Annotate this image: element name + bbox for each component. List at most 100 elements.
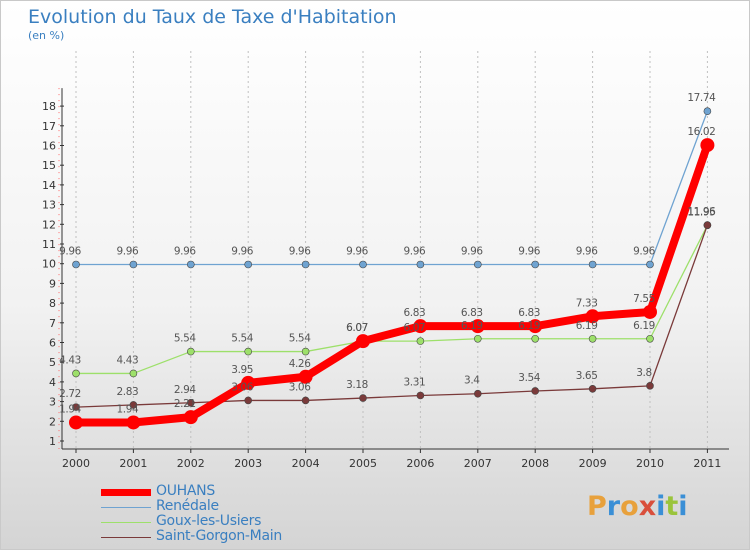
legend-label-ouhans: OUHANS	[156, 483, 215, 499]
data-label: 2.21	[174, 398, 196, 410]
data-point	[416, 337, 425, 345]
chart-title: Evolution du Taux de Taxe d'Habitation	[28, 6, 397, 28]
data-label: 9.96	[576, 245, 598, 257]
y-tick-label: 12	[42, 218, 56, 231]
x-tick-label: 2011	[693, 457, 721, 470]
data-point	[643, 304, 657, 319]
series-line-1	[76, 110, 709, 266]
data-label: 2.72	[59, 388, 81, 400]
x-tick-label: 2004	[292, 457, 320, 470]
x-tick-label: 2001	[119, 457, 147, 470]
data-label: 4.26	[289, 358, 311, 370]
data-label: 3.06	[231, 381, 253, 393]
data-label: 3.06	[289, 381, 311, 393]
y-tick-label: 9	[49, 277, 56, 290]
logo-letter: t	[665, 491, 679, 522]
y-tick-label: 7	[49, 317, 56, 330]
data-label: 2.83	[117, 386, 139, 398]
data-point	[585, 309, 600, 324]
data-label: 9.96	[633, 245, 655, 257]
series-lines	[69, 107, 715, 430]
series-line-0	[76, 143, 712, 427]
legend-swatch-ouhans	[101, 489, 151, 496]
data-label: 3.65	[576, 370, 598, 382]
data-point	[129, 369, 138, 378]
data-point	[473, 260, 482, 269]
proxiti-logo: Proxiti	[587, 491, 688, 522]
data-label: 9.96	[346, 245, 368, 257]
x-tick-label: 2010	[636, 457, 664, 470]
y-tick-label: 16	[42, 140, 56, 153]
data-label: 11.96	[687, 206, 716, 218]
data-point	[72, 260, 80, 269]
data-point	[703, 221, 712, 229]
data-label: 7.33	[576, 297, 598, 309]
x-tick-label: 2008	[521, 457, 549, 470]
data-point	[301, 347, 310, 356]
data-point	[588, 334, 597, 343]
data-point	[588, 384, 597, 393]
data-label: 6.83	[518, 307, 540, 319]
data-point	[187, 398, 195, 407]
data-label: 2.94	[174, 384, 196, 396]
data-point	[703, 107, 712, 116]
data-label: 9.96	[174, 245, 196, 257]
y-tick-label: 8	[49, 297, 56, 310]
data-point	[241, 375, 256, 390]
data-point	[473, 389, 482, 398]
data-point	[129, 260, 138, 269]
data-point	[244, 260, 252, 269]
x-tick-label: 2002	[177, 457, 205, 470]
grid-lines	[75, 51, 708, 449]
data-label: 7.55	[633, 293, 655, 305]
data-label: 6.19	[576, 320, 598, 332]
logo-letter: o	[620, 491, 639, 522]
data-label: 3.4	[464, 375, 480, 387]
logo-letter: x	[638, 491, 657, 522]
data-label: 9.96	[518, 245, 540, 257]
data-label: 11.95	[687, 206, 715, 218]
data-label: 6.07	[404, 322, 426, 334]
data-labels: 1.94 1.94 2.21 3.95 4.26 6.07 6.83 6.83 6.83 7.33…	[59, 92, 716, 415]
data-label: 5.54	[174, 333, 196, 345]
data-label: 9.96	[289, 245, 311, 257]
data-point	[531, 260, 540, 269]
data-label: 3.54	[518, 372, 540, 384]
y-tick-label: 10	[42, 258, 56, 271]
data-point	[588, 260, 597, 269]
data-label: 9.96	[461, 245, 483, 257]
data-label: 3.8	[636, 367, 652, 379]
y-tick-label: 4	[49, 376, 56, 389]
data-point	[416, 391, 425, 400]
logo-letter: r	[606, 491, 621, 522]
legend-label-goux: Goux-les-Usiers	[156, 513, 262, 529]
data-label: 9.96	[59, 245, 81, 257]
x-tick-label: 2007	[464, 457, 492, 470]
data-point	[473, 334, 482, 343]
data-point	[470, 319, 485, 334]
logo-letter: P	[587, 491, 607, 522]
y-tick-label: 1	[49, 435, 56, 448]
y-tick-label: 18	[42, 100, 56, 113]
y-tick-label: 2	[49, 415, 56, 428]
data-point	[183, 410, 198, 425]
logo-letter: i	[656, 491, 666, 522]
data-label: 16.02	[687, 126, 715, 138]
y-tick-label: 3	[49, 396, 56, 409]
data-label: 6.07	[346, 322, 368, 334]
x-tick-label: 2005	[349, 457, 377, 470]
data-label: 3.95	[231, 364, 253, 376]
x-tick-label: 2003	[234, 457, 262, 470]
series-line-2	[76, 224, 708, 375]
legend-label-renedale: Renédale	[156, 498, 219, 514]
data-label: 1.94	[59, 403, 81, 415]
data-label: 9.96	[404, 245, 426, 257]
data-point	[528, 319, 543, 334]
data-point	[646, 334, 654, 343]
legend-swatch-renedale	[101, 507, 151, 508]
data-label: 3.18	[346, 379, 368, 391]
y-tick-label: 14	[42, 179, 56, 192]
x-tick-label: 2006	[406, 457, 434, 470]
data-point	[416, 260, 425, 269]
